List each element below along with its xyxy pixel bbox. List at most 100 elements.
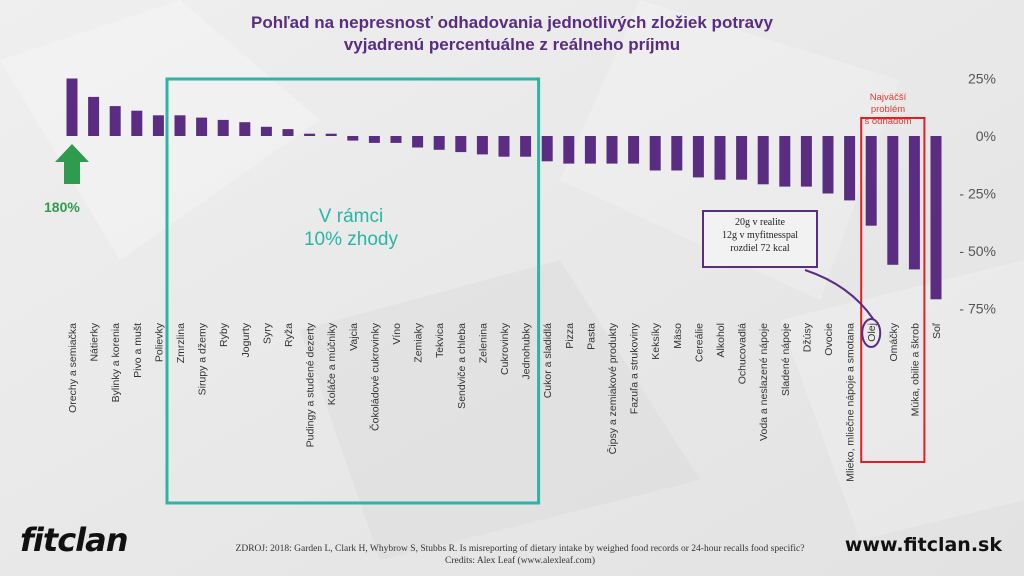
bar	[217, 119, 229, 136]
category-label: Nátierky	[89, 322, 101, 361]
first-bar-actual-label: 180%	[44, 199, 80, 215]
bar	[109, 106, 121, 136]
agreement-label-line-2: 10% zhody	[303, 229, 398, 250]
category-label: Cukrovinky	[499, 322, 511, 375]
bar	[692, 136, 704, 178]
category-label: Mäso	[672, 323, 684, 349]
source-credits: ZDROJ: 2018: Garden L, Clark H, Whybrow …	[220, 543, 820, 567]
bar	[887, 136, 899, 265]
bar	[563, 136, 575, 164]
bar	[800, 136, 812, 187]
bar	[260, 126, 272, 136]
chart-title-line-2: vyjadrenú percentuálne z reálneho príjmu	[343, 35, 681, 54]
bar	[66, 78, 78, 136]
highlight-label-line-1: Najväčší	[869, 92, 907, 103]
chart-title-line-1: Pohľad na nepresnosť odhadovania jednotl…	[251, 13, 773, 32]
bar	[498, 136, 510, 157]
bar	[131, 110, 143, 136]
callout-line-3: rozdiel 72 kcal	[730, 243, 790, 254]
category-label: Voda a neslazené nápoje	[758, 323, 770, 441]
source-line-1: ZDROJ: 2018: Garden L, Clark H, Whybrow …	[235, 544, 805, 554]
agreement-box-label: V rámci 10% zhody	[168, 205, 534, 251]
category-label: Zelenina	[477, 323, 489, 363]
category-label: Čipsy a zemiakové produkty	[606, 322, 619, 454]
category-label: Omáčky	[888, 322, 900, 361]
bar	[908, 136, 920, 270]
bar	[433, 136, 445, 150]
bar	[736, 136, 748, 180]
category-label: Ryby	[218, 322, 230, 347]
category-label: Tekvica	[434, 323, 446, 358]
category-label: Múka, obilie a škrob	[909, 323, 921, 417]
y-tick-label: - 75%	[959, 301, 996, 317]
bar	[347, 136, 359, 141]
highlight-label: Najväčší problém s odhadom	[852, 92, 924, 128]
bar	[390, 136, 402, 143]
category-label: Cukor a sladidlá	[542, 323, 554, 398]
category-label: Polievky	[153, 322, 165, 362]
category-label: Víno	[391, 323, 403, 345]
bar	[671, 136, 683, 171]
bar	[476, 136, 488, 155]
highlight-label-line-3: s odhadom	[864, 116, 912, 127]
category-label: Keksíky	[650, 322, 662, 360]
bar	[325, 133, 337, 136]
bar	[649, 136, 661, 171]
bar	[174, 115, 186, 136]
category-label: Soľ	[931, 322, 943, 339]
bar	[779, 136, 791, 187]
bar	[628, 136, 640, 164]
callout-leader-line	[804, 269, 875, 320]
bar	[152, 115, 164, 136]
category-label: Ochucovadlá	[737, 323, 749, 384]
agreement-box	[165, 77, 541, 505]
category-label: Pivo a mušt	[132, 323, 144, 378]
category-label: Alkohol	[715, 323, 727, 357]
category-label: Mlieko, mliečne nápoje a smotana	[845, 323, 857, 482]
y-tick-label: - 50%	[959, 243, 996, 259]
bar	[304, 133, 316, 136]
category-label: Zmrzlina	[175, 323, 187, 363]
category-label: Džúsy	[801, 322, 813, 352]
bar	[88, 96, 100, 136]
up-arrow-icon	[55, 144, 89, 184]
category-label: Olej	[866, 323, 878, 342]
bar	[930, 136, 942, 300]
y-tick-label: - 25%	[959, 186, 996, 202]
category-label: Ryža	[283, 323, 295, 347]
category-label: Pizza	[564, 323, 576, 349]
category-label: Sirupy a džemy	[197, 322, 209, 395]
bar	[196, 117, 208, 136]
highlight-label-line-2: problém	[870, 104, 906, 115]
bar	[412, 136, 424, 148]
category-label: Cereálie	[693, 323, 705, 362]
y-tick-label: 0%	[976, 128, 996, 144]
category-label: Vajcia	[348, 323, 360, 351]
category-label: Sladené nápoje	[780, 323, 792, 396]
bar	[865, 136, 877, 226]
bar	[606, 136, 618, 164]
bar	[844, 136, 856, 201]
category-label: Jogurty	[240, 322, 252, 357]
bar	[368, 136, 380, 143]
category-label: Pasta	[585, 323, 597, 350]
oil-callout-box: 20g v realite 12g v myfitnesspal rozdiel…	[702, 210, 818, 268]
bar	[584, 136, 596, 164]
category-label: Bylinky a korenia	[110, 323, 122, 403]
bar	[541, 136, 553, 162]
website-link[interactable]: www.fitclan.sk	[844, 534, 1002, 556]
category-label: Čokoládové cukrovinky	[368, 322, 381, 431]
category-label: Sendviče a chleba	[456, 323, 468, 409]
fitclan-logo: fitclan	[20, 521, 128, 559]
category-label: Ovocie	[823, 323, 835, 356]
bar	[239, 122, 251, 136]
category-label: Pudingy a studené dezerty	[305, 322, 317, 447]
callout-line-2: 12g v myfitnesspal	[721, 230, 799, 241]
bar	[822, 136, 834, 194]
category-label: Syry	[261, 322, 273, 344]
category-label: Fazuľa a strukoviny	[629, 322, 641, 414]
bar	[455, 136, 467, 153]
callout-line-1: 20g v realite	[735, 217, 785, 228]
bar	[714, 136, 726, 180]
